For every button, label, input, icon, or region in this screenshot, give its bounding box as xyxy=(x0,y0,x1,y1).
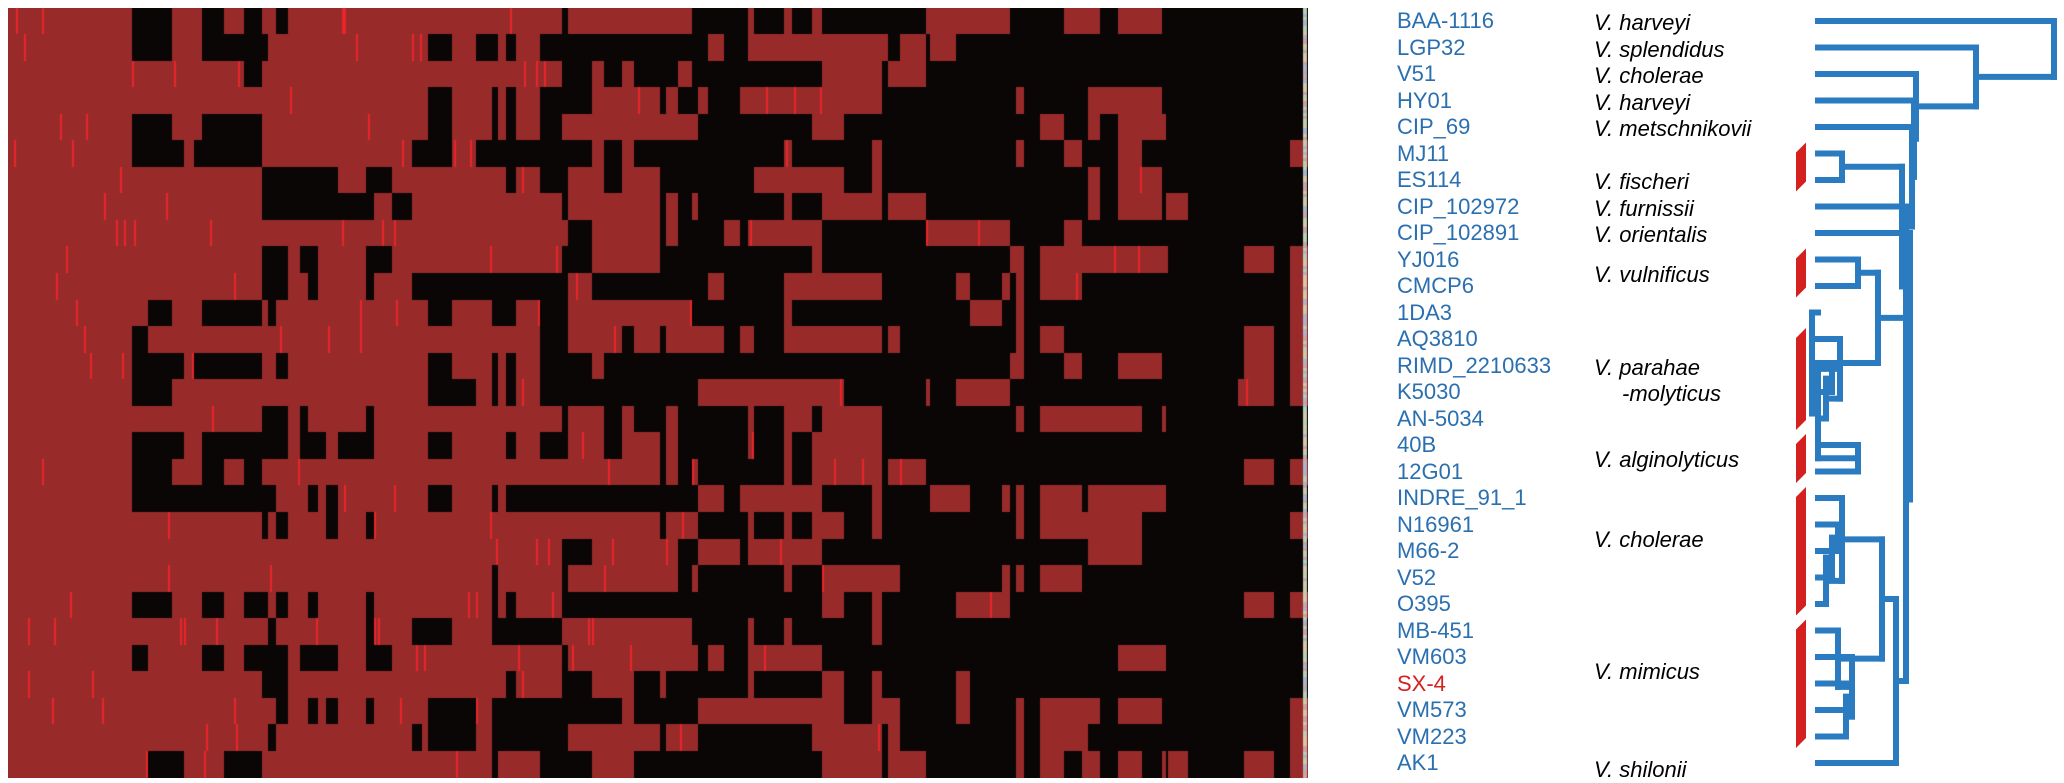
species-label: V. cholerae xyxy=(1594,527,1704,553)
species-label: V. metschnikovii xyxy=(1594,116,1751,142)
species-name: V. splendidus xyxy=(1594,36,1725,62)
species-name: V. fischeri xyxy=(1594,169,1689,194)
species-label: V. cholerae xyxy=(1594,63,1704,89)
strain-label: V51 xyxy=(1397,61,1437,86)
strain-label: YJ016 xyxy=(1397,246,1460,272)
species-name: V. metschnikovii xyxy=(1594,116,1752,141)
species-label: V. splendidus xyxy=(1594,37,1724,63)
species-name: V. shilonii xyxy=(1594,757,1687,783)
species-label: V. alginolyticus xyxy=(1594,447,1739,473)
strain-label: 40B xyxy=(1397,432,1437,457)
strain-label: CMCP6 xyxy=(1397,273,1475,298)
strain-label: AK1 xyxy=(1397,750,1439,775)
clade-bracket xyxy=(1796,328,1806,430)
strain-label: 12G01 xyxy=(1397,458,1464,484)
species-name: V. mimicus xyxy=(1594,659,1700,685)
species-name: V. vulnificus xyxy=(1594,261,1710,287)
strain-label: CIP_69 xyxy=(1397,114,1471,139)
species-label: V. harveyi xyxy=(1594,10,1690,36)
strain-label: VM223 xyxy=(1397,723,1467,749)
strain-label: BAA-1116 xyxy=(1397,8,1495,33)
strain-label: AN-5034 xyxy=(1397,405,1484,431)
strain-label: HY01 xyxy=(1397,87,1453,113)
strain-label: 1DA3 xyxy=(1397,299,1453,325)
species-name: V. orientalis xyxy=(1594,222,1708,247)
strain-label: RIMD_2210633 xyxy=(1397,352,1552,378)
species-label: V. mimicus xyxy=(1594,659,1700,685)
strain-label: SX-4 xyxy=(1397,670,1446,696)
strain-label: VM573 xyxy=(1397,697,1467,722)
clade-bracket xyxy=(1796,142,1806,192)
species-name: V. harveyi xyxy=(1594,10,1691,35)
strain-label: CIP_102972 xyxy=(1397,193,1520,219)
strain-label: MJ11 xyxy=(1397,140,1450,166)
species-label: V. parahae -molyticus xyxy=(1594,355,1721,407)
strain-label: V52 xyxy=(1397,564,1437,590)
species-name: V. harveyi xyxy=(1594,89,1691,115)
species-name: V. furnissii xyxy=(1594,195,1694,221)
species-label: V. furnissii xyxy=(1594,196,1694,222)
strain-label: MB-451 xyxy=(1397,617,1475,643)
species-name: V. cholerae xyxy=(1594,526,1704,552)
strain-label: O395 xyxy=(1397,591,1451,616)
strain-label: VM603 xyxy=(1397,644,1467,669)
strain-label: LGP32 xyxy=(1397,34,1466,60)
species-name: V. alginolyticus xyxy=(1594,447,1740,473)
strain-label: AQ3810 xyxy=(1397,326,1478,351)
clade-bracket xyxy=(1796,619,1806,748)
clade-bracket xyxy=(1796,434,1806,483)
species-name: V. cholerae xyxy=(1594,63,1704,88)
clade-bracket xyxy=(1796,248,1806,298)
species-name: V. parahae xyxy=(1594,354,1701,380)
gene-presence-heatmap xyxy=(8,8,1308,778)
strain-label: INDRE_91_1 xyxy=(1397,485,1527,510)
species-label: V. orientalis xyxy=(1594,222,1707,248)
species-label: V. vulnificus xyxy=(1594,262,1710,288)
species-label: V. fischeri xyxy=(1594,169,1689,195)
clade-bracket xyxy=(1796,487,1806,616)
strain-label: CIP_102891 xyxy=(1397,220,1520,245)
strain-label: ES114 xyxy=(1397,167,1462,192)
species-name-continuation: -molyticus xyxy=(1622,380,1722,406)
strain-label: N16961 xyxy=(1397,511,1475,537)
species-label: V. shilonii xyxy=(1594,757,1687,783)
strain-label: K5030 xyxy=(1397,379,1461,404)
species-label: V. harveyi xyxy=(1594,90,1690,116)
strain-label: M66-2 xyxy=(1397,538,1460,563)
